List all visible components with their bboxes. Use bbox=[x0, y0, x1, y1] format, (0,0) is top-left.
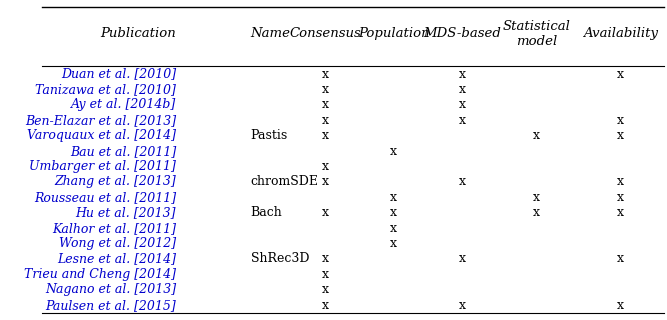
Text: x: x bbox=[390, 206, 398, 219]
Text: Consensus: Consensus bbox=[289, 27, 361, 40]
Text: Availability: Availability bbox=[583, 27, 658, 40]
Text: x: x bbox=[459, 99, 466, 111]
Text: Ay et al. [2014b]: Ay et al. [2014b] bbox=[71, 99, 176, 111]
Text: Bach: Bach bbox=[251, 206, 282, 219]
Text: x: x bbox=[390, 222, 398, 235]
Text: x: x bbox=[321, 129, 329, 142]
Text: Publication: Publication bbox=[100, 27, 176, 40]
Text: x: x bbox=[321, 283, 329, 296]
Text: x: x bbox=[459, 114, 466, 127]
Text: x: x bbox=[321, 268, 329, 281]
Text: chromSDE: chromSDE bbox=[251, 175, 319, 188]
Text: Nagano et al. [2013]: Nagano et al. [2013] bbox=[45, 283, 176, 296]
Text: Tanizawa et al. [2010]: Tanizawa et al. [2010] bbox=[35, 83, 176, 96]
Text: Paulsen et al. [2015]: Paulsen et al. [2015] bbox=[45, 299, 176, 312]
Text: Kalhor et al. [2011]: Kalhor et al. [2011] bbox=[52, 222, 176, 235]
Text: Ben-Elazar et al. [2013]: Ben-Elazar et al. [2013] bbox=[25, 114, 176, 127]
Text: ShRec3D: ShRec3D bbox=[251, 252, 309, 266]
Text: MDS-based: MDS-based bbox=[423, 27, 501, 40]
Text: x: x bbox=[459, 175, 466, 188]
Text: x: x bbox=[459, 252, 466, 266]
Text: x: x bbox=[534, 191, 540, 204]
Text: x: x bbox=[321, 252, 329, 266]
Text: x: x bbox=[459, 83, 466, 96]
Text: x: x bbox=[321, 175, 329, 188]
Text: x: x bbox=[321, 299, 329, 312]
Text: Umbarger et al. [2011]: Umbarger et al. [2011] bbox=[29, 160, 176, 173]
Text: x: x bbox=[617, 299, 624, 312]
Text: x: x bbox=[617, 175, 624, 188]
Text: Wong et al. [2012]: Wong et al. [2012] bbox=[59, 237, 176, 250]
Text: Pastis: Pastis bbox=[251, 129, 288, 142]
Text: Duan et al. [2010]: Duan et al. [2010] bbox=[61, 68, 176, 81]
Text: x: x bbox=[534, 206, 540, 219]
Text: Zhang et al. [2013]: Zhang et al. [2013] bbox=[54, 175, 176, 188]
Text: x: x bbox=[617, 68, 624, 81]
Text: x: x bbox=[321, 206, 329, 219]
Text: x: x bbox=[459, 68, 466, 81]
Text: Name: Name bbox=[251, 27, 291, 40]
Text: x: x bbox=[534, 129, 540, 142]
Text: Trieu and Cheng [2014]: Trieu and Cheng [2014] bbox=[24, 268, 176, 281]
Text: x: x bbox=[321, 160, 329, 173]
Text: x: x bbox=[390, 145, 398, 158]
Text: x: x bbox=[459, 299, 466, 312]
Text: x: x bbox=[321, 68, 329, 81]
Text: Statistical
model: Statistical model bbox=[503, 20, 571, 48]
Text: x: x bbox=[321, 99, 329, 111]
Text: Rousseau et al. [2011]: Rousseau et al. [2011] bbox=[34, 191, 176, 204]
Text: Hu et al. [2013]: Hu et al. [2013] bbox=[75, 206, 176, 219]
Text: x: x bbox=[617, 206, 624, 219]
Text: x: x bbox=[617, 252, 624, 266]
Text: x: x bbox=[617, 191, 624, 204]
Text: x: x bbox=[390, 191, 398, 204]
Text: Bau et al. [2011]: Bau et al. [2011] bbox=[70, 145, 176, 158]
Text: x: x bbox=[390, 237, 398, 250]
Text: x: x bbox=[321, 83, 329, 96]
Text: Lesne et al. [2014]: Lesne et al. [2014] bbox=[57, 252, 176, 266]
Text: x: x bbox=[617, 114, 624, 127]
Text: Varoquaux et al. [2014]: Varoquaux et al. [2014] bbox=[27, 129, 176, 142]
Text: x: x bbox=[617, 129, 624, 142]
Text: x: x bbox=[321, 114, 329, 127]
Text: Population: Population bbox=[358, 27, 430, 40]
